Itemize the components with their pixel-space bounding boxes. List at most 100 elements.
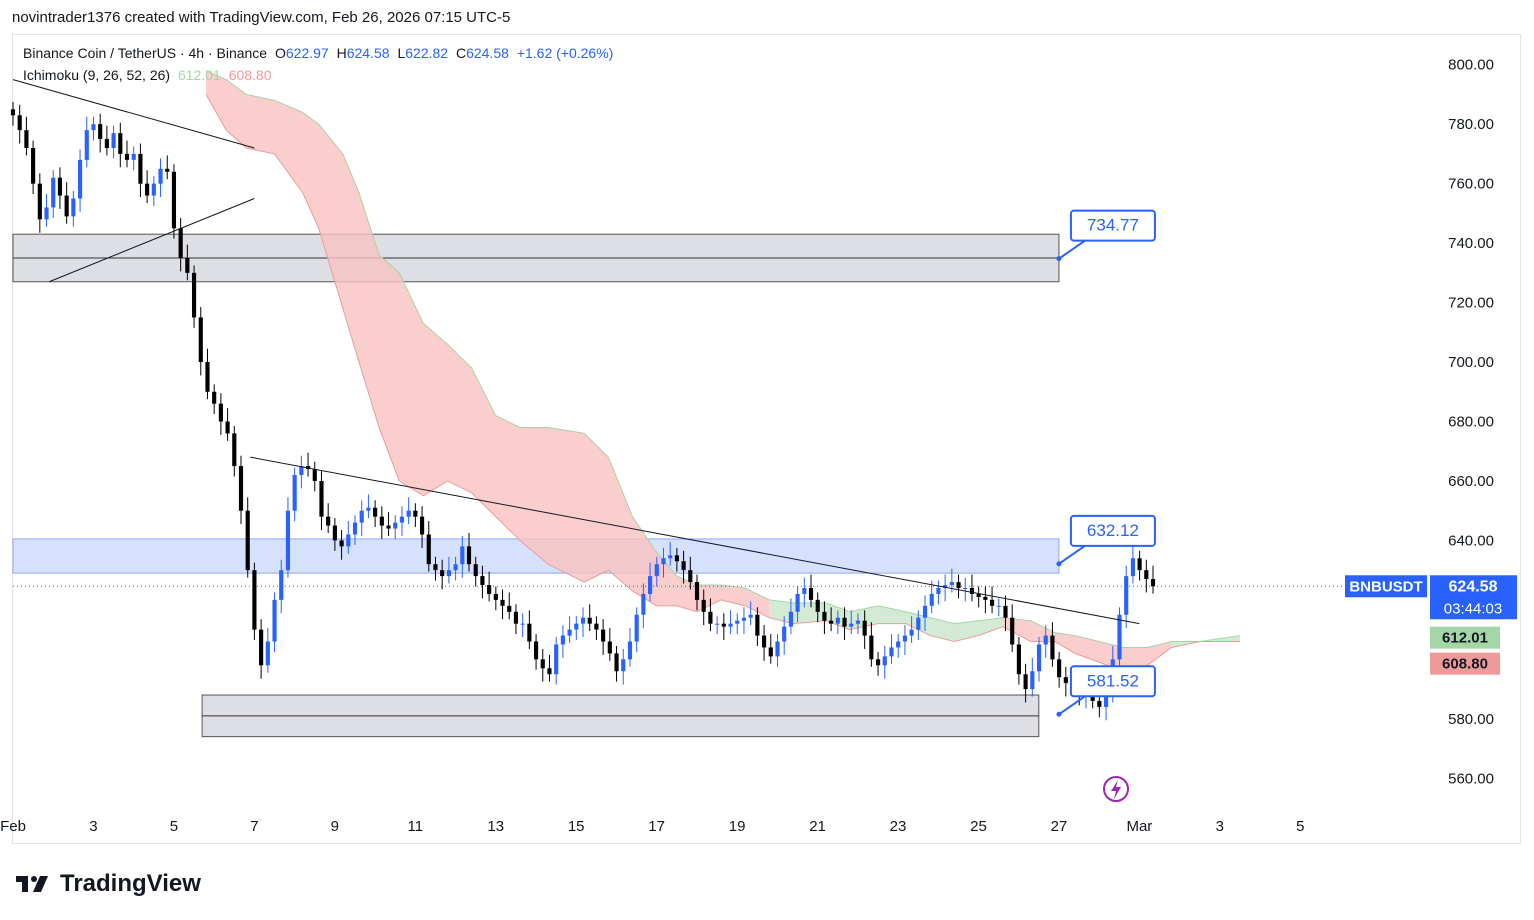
candle-body-120 bbox=[815, 599, 820, 612]
candle-body-147 bbox=[996, 605, 1001, 607]
annotation-anchor-0 bbox=[1056, 256, 1062, 262]
candle-body-157 bbox=[1063, 677, 1068, 684]
candle-body-41 bbox=[285, 510, 291, 571]
y-tick-label: 640.00 bbox=[1448, 532, 1494, 549]
ohlc-low: L622.82 bbox=[397, 45, 449, 61]
candle-body-60 bbox=[413, 510, 418, 517]
candle-body-130 bbox=[882, 656, 887, 666]
candle-body-15 bbox=[111, 133, 116, 148]
candle-body-3 bbox=[31, 147, 36, 184]
y-tick-label: 800.00 bbox=[1448, 57, 1494, 74]
y-tick-label: 560.00 bbox=[1448, 770, 1494, 787]
candle-body-131 bbox=[889, 647, 894, 657]
descending-trendline bbox=[250, 456, 1140, 625]
x-tick-label: 11 bbox=[407, 818, 423, 835]
candle-body-110 bbox=[748, 614, 753, 618]
x-tick-label: 23 bbox=[890, 818, 907, 835]
candle-body-108 bbox=[735, 620, 740, 624]
candle-body-145 bbox=[983, 596, 988, 600]
candle-body-132 bbox=[896, 641, 901, 648]
author-line: novintrader1376 created with TradingView… bbox=[12, 9, 511, 26]
candle-body-151 bbox=[1023, 674, 1028, 690]
span-a-value: 612.01 bbox=[1442, 630, 1488, 647]
candle-body-138 bbox=[936, 587, 941, 594]
candle-body-122 bbox=[829, 620, 834, 624]
candle-body-53 bbox=[366, 507, 371, 511]
candle-body-124 bbox=[842, 617, 847, 627]
candle-body-47 bbox=[326, 516, 331, 526]
candle-body-34 bbox=[238, 466, 244, 511]
candle-body-38 bbox=[265, 641, 270, 666]
x-tick-label: 27 bbox=[1051, 818, 1068, 835]
ohlc-close: C624.58 bbox=[455, 45, 509, 61]
lower-wedge-line bbox=[49, 198, 255, 283]
candle-body-92 bbox=[627, 641, 633, 660]
legend-indicator-row: Ichimoku (9, 26, 52, 26) 612.01 608.80 bbox=[23, 67, 276, 83]
candle-body-143 bbox=[969, 587, 975, 594]
candle-body-144 bbox=[976, 593, 981, 597]
candle-body-52 bbox=[359, 510, 364, 523]
annotation-pointer-0 bbox=[1058, 239, 1086, 260]
candle-body-29 bbox=[205, 362, 210, 392]
candle-body-106 bbox=[721, 623, 726, 627]
x-tick-label: 3 bbox=[1216, 818, 1224, 835]
candle-body-95 bbox=[647, 576, 653, 594]
candle-body-0 bbox=[10, 109, 16, 116]
chart-frame bbox=[12, 34, 1521, 844]
candle-body-26 bbox=[185, 257, 190, 273]
candle-body-62 bbox=[426, 534, 431, 565]
candle-body-82 bbox=[560, 635, 565, 645]
candle-body-152 bbox=[1030, 671, 1035, 690]
candle-body-16 bbox=[118, 133, 123, 154]
candle-body-86 bbox=[587, 617, 592, 624]
candle-body-141 bbox=[956, 582, 961, 588]
candle-body-140 bbox=[949, 582, 954, 586]
x-tick-label: 5 bbox=[170, 818, 178, 835]
candle-body-166 bbox=[1124, 576, 1129, 615]
ichimoku-span-b-3 bbox=[1171, 641, 1240, 648]
candle-body-56 bbox=[386, 525, 391, 529]
candle-body-33 bbox=[232, 433, 237, 467]
candle-body-111 bbox=[755, 614, 760, 636]
candle-body-23 bbox=[165, 168, 170, 172]
candle-body-4 bbox=[37, 183, 42, 220]
candle-body-113 bbox=[768, 647, 773, 657]
candle-body-21 bbox=[151, 183, 156, 196]
candle-body-103 bbox=[701, 599, 706, 612]
candle-body-162 bbox=[1097, 700, 1102, 707]
candle-body-11 bbox=[84, 130, 89, 160]
candle-body-154 bbox=[1043, 635, 1048, 645]
candle-body-126 bbox=[855, 620, 861, 624]
candle-body-46 bbox=[319, 480, 324, 517]
candle-body-119 bbox=[808, 587, 814, 600]
candle-body-57 bbox=[393, 522, 398, 529]
candle-body-115 bbox=[782, 626, 787, 642]
bar-countdown: 03:44:03 bbox=[1444, 600, 1502, 617]
y-tick-label: 780.00 bbox=[1448, 116, 1494, 133]
symbol-title[interactable]: Binance Coin / TetherUS · 4h · Binance bbox=[23, 45, 268, 61]
candle-body-84 bbox=[574, 623, 579, 630]
candle-body-100 bbox=[681, 561, 686, 571]
y-tick-label: 720.00 bbox=[1448, 295, 1494, 312]
candle-body-49 bbox=[339, 540, 344, 547]
candle-body-83 bbox=[567, 629, 572, 636]
candle-body-87 bbox=[594, 623, 599, 630]
ichimoku-span-b-0 bbox=[205, 94, 770, 619]
candle-body-116 bbox=[788, 611, 793, 627]
tradingview-logo[interactable]: TradingView bbox=[16, 870, 201, 898]
ohlc-high: H624.58 bbox=[336, 45, 390, 61]
candle-body-134 bbox=[909, 629, 914, 636]
indicator-title[interactable]: Ichimoku (9, 26, 52, 26) bbox=[23, 67, 171, 83]
ichimoku-cloud-bear-2 bbox=[1002, 617, 1172, 672]
x-tick-label: 19 bbox=[729, 818, 746, 835]
candle-body-77 bbox=[527, 623, 532, 642]
ichimoku-span-b-1 bbox=[769, 617, 1003, 643]
candle-body-76 bbox=[520, 623, 525, 625]
candle-body-70 bbox=[480, 576, 485, 586]
candle-body-89 bbox=[607, 641, 612, 654]
candle-body-63 bbox=[433, 564, 438, 571]
ichimoku-span-a-2 bbox=[1002, 617, 1172, 648]
candle-body-148 bbox=[1003, 605, 1008, 618]
